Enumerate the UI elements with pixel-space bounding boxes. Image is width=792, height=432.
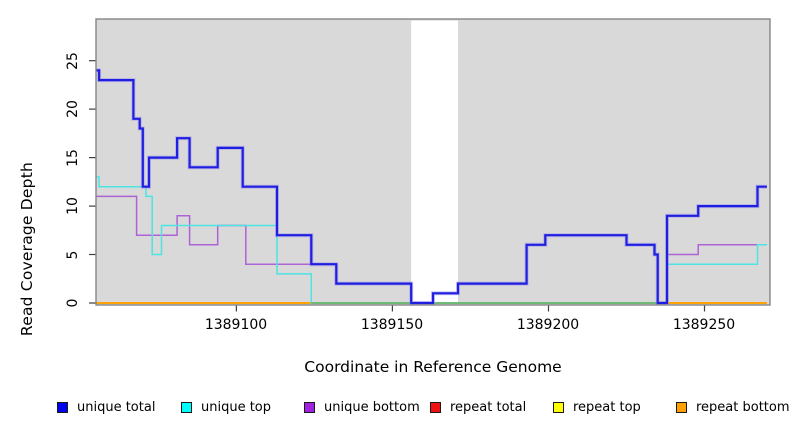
- legend-label: repeat total: [450, 399, 527, 415]
- x-tick-label: 1389250: [672, 317, 736, 333]
- series-unique-top-line: [96, 176, 767, 304]
- y-tick-label: 15: [65, 149, 81, 167]
- legend-label: unique total: [77, 399, 156, 415]
- legend-swatch-repeat-top-icon: [553, 401, 564, 413]
- legend-item-repeat-total: repeat total: [430, 399, 526, 415]
- legend-swatch-repeat-bottom-icon: [676, 401, 687, 413]
- x-tick-label: 1389100: [204, 317, 268, 333]
- x-axis-title: Coordinate in Reference Genome: [96, 358, 770, 376]
- series-unique-total-line: [96, 69, 767, 305]
- legend: unique total unique top unique bottom repea…: [0, 399, 792, 417]
- legend-item-repeat-bottom: repeat bottom: [676, 399, 790, 415]
- legend-item-repeat-top: repeat top: [553, 399, 641, 415]
- legend-item-unique-top: unique top: [181, 399, 271, 415]
- legend-swatch-repeat-total-icon: [430, 401, 441, 413]
- legend-item-unique-bottom: unique bottom: [304, 399, 420, 415]
- y-tick-label: 20: [65, 100, 81, 118]
- y-tick-label: 5: [65, 250, 81, 260]
- legend-swatch-unique-bottom-icon: [304, 401, 315, 413]
- y-tick-label: 0: [65, 298, 81, 308]
- x-tick-label: 1389200: [516, 317, 580, 333]
- x-tick-label: 1389150: [360, 317, 424, 333]
- legend-swatch-unique-top-icon: [181, 401, 192, 413]
- y-tick-label: 25: [65, 52, 81, 70]
- legend-item-unique-total: unique total: [57, 399, 155, 415]
- legend-label: repeat top: [573, 399, 641, 415]
- legend-swatch-unique-total-icon: [57, 401, 68, 413]
- plot-panel-border: [95, 18, 771, 306]
- y-tick-label: 10: [65, 197, 81, 215]
- legend-label: repeat bottom: [696, 399, 790, 415]
- x-axis-title-text: Coordinate in Reference Genome: [304, 358, 562, 376]
- legend-label: unique top: [201, 399, 272, 415]
- masked-region: [411, 20, 458, 302]
- legend-label: unique bottom: [324, 399, 420, 415]
